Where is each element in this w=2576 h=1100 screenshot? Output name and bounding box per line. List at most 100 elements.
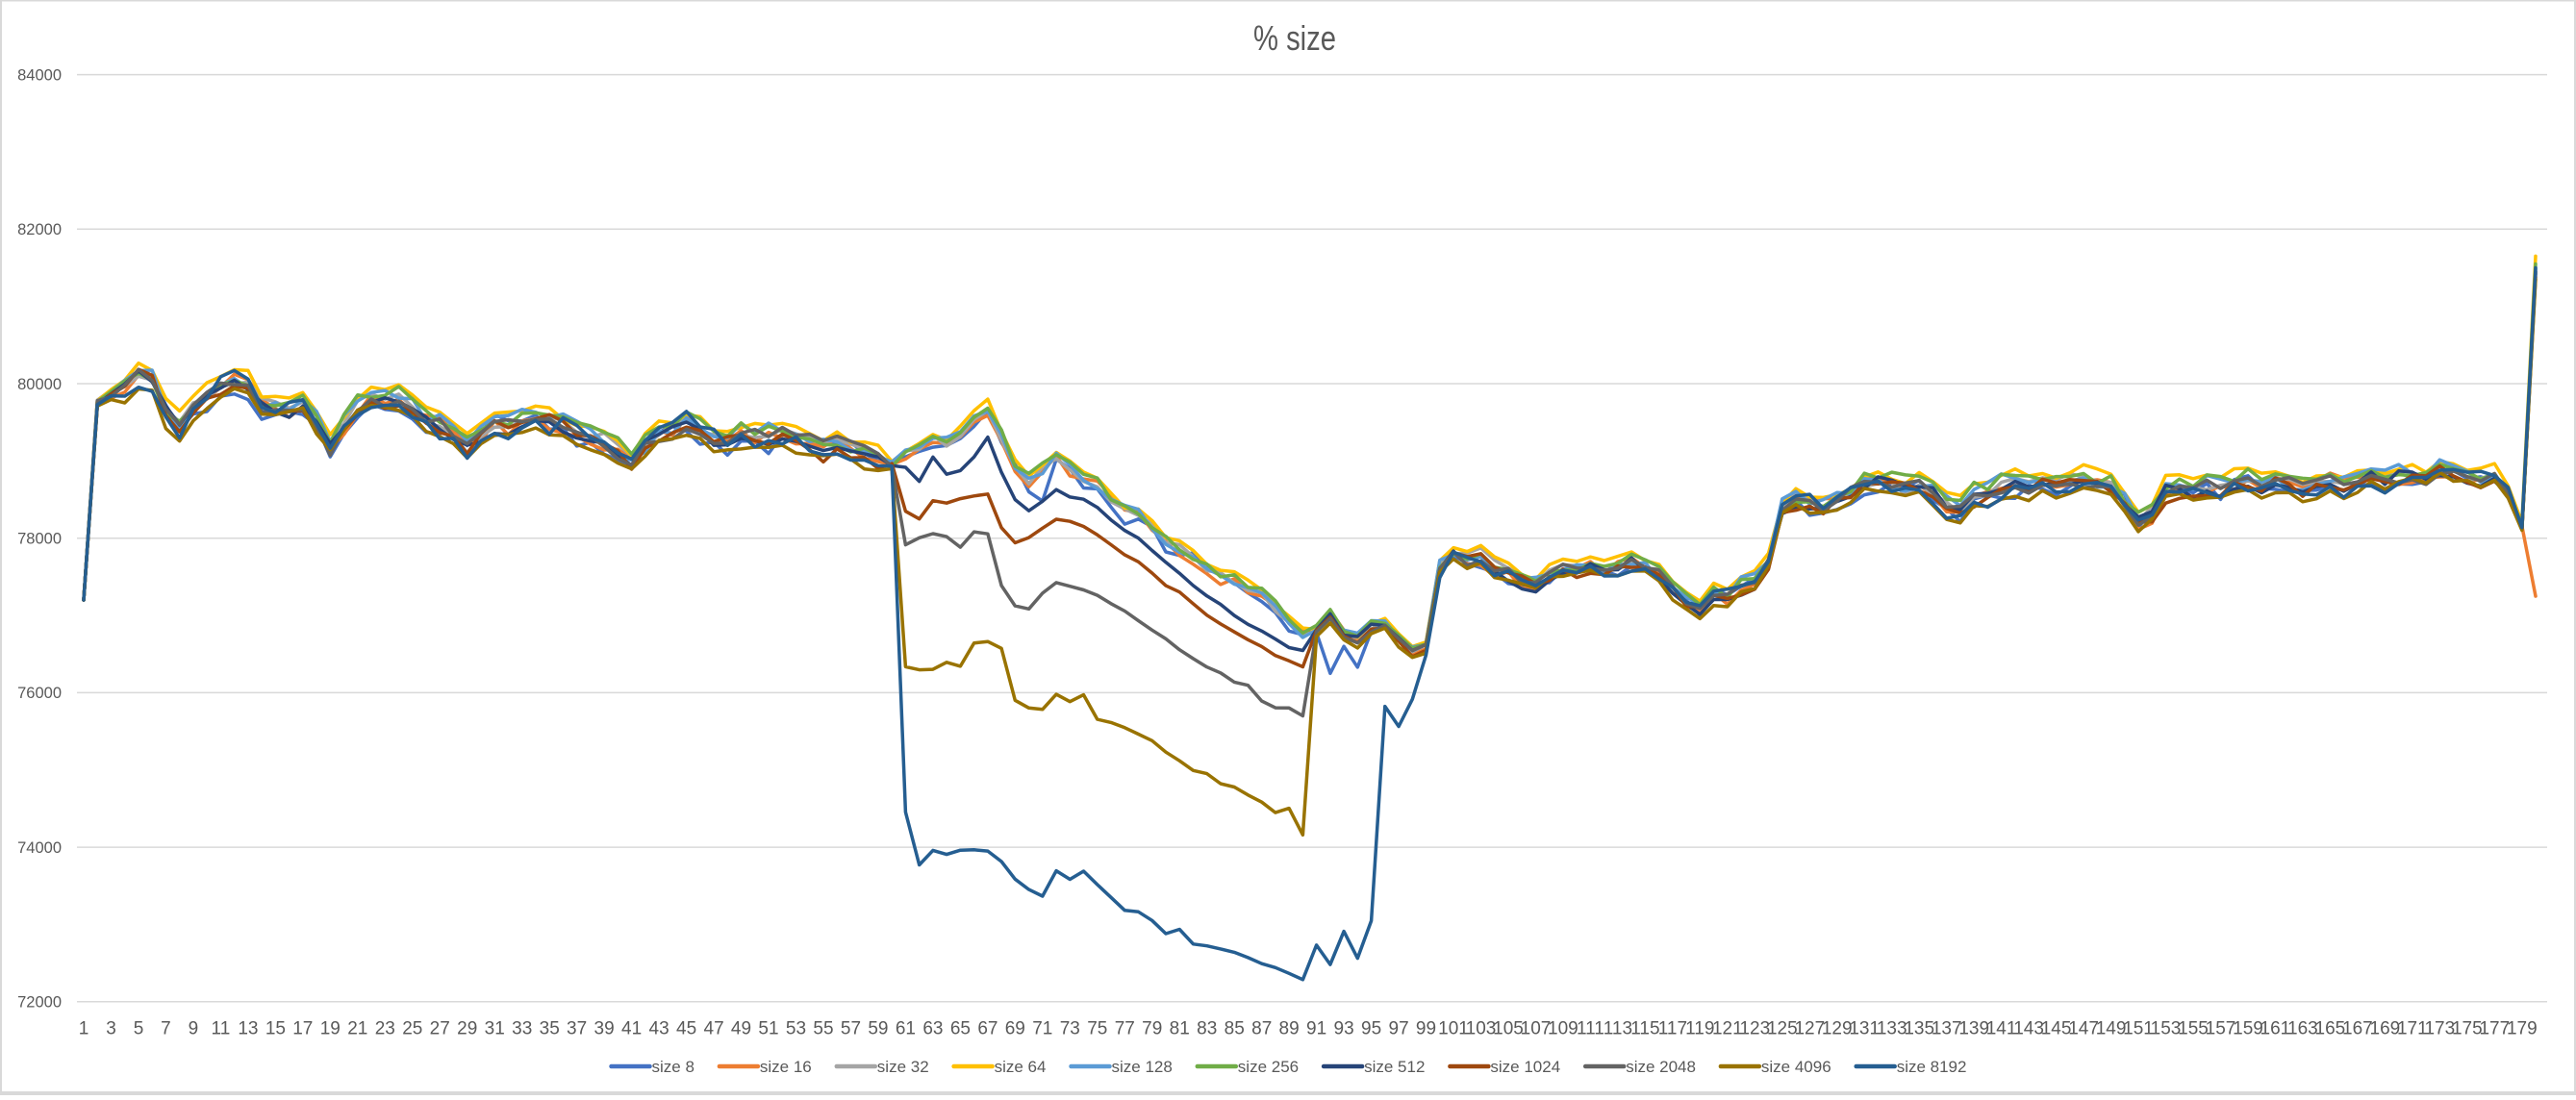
svg-text:21: 21 bbox=[347, 1019, 367, 1039]
svg-text:171: 171 bbox=[2397, 1019, 2428, 1039]
svg-text:43: 43 bbox=[649, 1019, 669, 1039]
svg-text:size 2048: size 2048 bbox=[1626, 1058, 1696, 1076]
svg-text:99: 99 bbox=[1416, 1019, 1436, 1039]
svg-text:87: 87 bbox=[1251, 1019, 1272, 1039]
svg-text:74000: 74000 bbox=[17, 839, 62, 857]
svg-text:69: 69 bbox=[1005, 1019, 1025, 1039]
svg-text:157: 157 bbox=[2206, 1019, 2236, 1039]
svg-text:127: 127 bbox=[1794, 1019, 1825, 1039]
svg-text:33: 33 bbox=[512, 1019, 532, 1039]
svg-text:27: 27 bbox=[430, 1019, 450, 1039]
svg-text:165: 165 bbox=[2315, 1019, 2346, 1039]
svg-text:size 512: size 512 bbox=[1364, 1058, 1425, 1076]
svg-text:size 1024: size 1024 bbox=[1490, 1058, 1560, 1076]
svg-text:83: 83 bbox=[1197, 1019, 1217, 1039]
svg-text:80000: 80000 bbox=[17, 376, 62, 393]
svg-text:61: 61 bbox=[896, 1019, 916, 1039]
svg-text:45: 45 bbox=[676, 1019, 696, 1039]
svg-text:19: 19 bbox=[320, 1019, 341, 1039]
svg-text:169: 169 bbox=[2370, 1019, 2401, 1039]
svg-text:111: 111 bbox=[1577, 1019, 1604, 1039]
svg-text:55: 55 bbox=[813, 1019, 833, 1039]
svg-text:153: 153 bbox=[2151, 1019, 2182, 1039]
svg-text:115: 115 bbox=[1630, 1019, 1659, 1039]
svg-text:77: 77 bbox=[1115, 1019, 1135, 1039]
svg-text:65: 65 bbox=[950, 1019, 971, 1039]
svg-text:71: 71 bbox=[1032, 1019, 1052, 1039]
svg-text:159: 159 bbox=[2233, 1019, 2263, 1039]
svg-text:57: 57 bbox=[841, 1019, 861, 1039]
svg-text:161: 161 bbox=[2260, 1019, 2291, 1039]
svg-text:size 32: size 32 bbox=[877, 1058, 929, 1076]
svg-text:109: 109 bbox=[1548, 1019, 1578, 1039]
svg-text:39: 39 bbox=[594, 1019, 615, 1039]
svg-text:37: 37 bbox=[567, 1019, 587, 1039]
svg-text:size 8: size 8 bbox=[652, 1058, 695, 1076]
svg-text:25: 25 bbox=[402, 1019, 422, 1039]
svg-text:91: 91 bbox=[1306, 1019, 1326, 1039]
svg-text:67: 67 bbox=[977, 1019, 998, 1039]
svg-text:179: 179 bbox=[2507, 1019, 2538, 1039]
svg-text:81: 81 bbox=[1170, 1019, 1190, 1039]
svg-text:41: 41 bbox=[621, 1019, 642, 1039]
svg-text:84000: 84000 bbox=[17, 66, 62, 84]
svg-text:17: 17 bbox=[292, 1019, 313, 1039]
svg-text:size 4096: size 4096 bbox=[1761, 1058, 1831, 1076]
svg-text:125: 125 bbox=[1767, 1019, 1798, 1039]
svg-text:173: 173 bbox=[2424, 1019, 2455, 1039]
svg-text:129: 129 bbox=[1822, 1019, 1853, 1039]
svg-text:size 256: size 256 bbox=[1238, 1058, 1299, 1076]
svg-text:141: 141 bbox=[1986, 1019, 2017, 1039]
svg-text:95: 95 bbox=[1361, 1019, 1381, 1039]
svg-text:size 8192: size 8192 bbox=[1897, 1058, 1967, 1076]
svg-text:143: 143 bbox=[2013, 1019, 2044, 1039]
svg-text:15: 15 bbox=[265, 1019, 286, 1039]
svg-text:89: 89 bbox=[1279, 1019, 1300, 1039]
svg-text:177: 177 bbox=[2479, 1019, 2510, 1039]
svg-text:51: 51 bbox=[758, 1019, 778, 1039]
svg-text:5: 5 bbox=[134, 1019, 144, 1039]
svg-text:167: 167 bbox=[2342, 1019, 2373, 1039]
svg-text:107: 107 bbox=[1521, 1019, 1552, 1039]
svg-text:113: 113 bbox=[1604, 1019, 1632, 1039]
svg-text:35: 35 bbox=[540, 1019, 560, 1039]
svg-text:72000: 72000 bbox=[17, 994, 62, 1012]
svg-text:175: 175 bbox=[2452, 1019, 2483, 1039]
svg-text:75: 75 bbox=[1087, 1019, 1107, 1039]
svg-text:163: 163 bbox=[2287, 1019, 2318, 1039]
svg-text:53: 53 bbox=[786, 1019, 806, 1039]
svg-text:137: 137 bbox=[1932, 1019, 1962, 1039]
svg-text:131: 131 bbox=[1849, 1019, 1880, 1039]
svg-text:7: 7 bbox=[161, 1019, 171, 1039]
svg-text:85: 85 bbox=[1225, 1019, 1245, 1039]
svg-text:3: 3 bbox=[106, 1019, 116, 1039]
svg-text:78000: 78000 bbox=[17, 531, 62, 548]
svg-text:117: 117 bbox=[1658, 1019, 1687, 1039]
svg-text:121: 121 bbox=[1712, 1019, 1743, 1039]
svg-text:63: 63 bbox=[922, 1019, 943, 1039]
svg-text:139: 139 bbox=[1958, 1019, 1989, 1039]
svg-text:105: 105 bbox=[1493, 1019, 1524, 1039]
svg-text:size 128: size 128 bbox=[1112, 1058, 1173, 1076]
svg-text:133: 133 bbox=[1877, 1019, 1907, 1039]
svg-text:93: 93 bbox=[1334, 1019, 1354, 1039]
svg-text:49: 49 bbox=[731, 1019, 751, 1039]
svg-text:13: 13 bbox=[238, 1019, 258, 1039]
svg-text:145: 145 bbox=[2041, 1019, 2072, 1039]
svg-text:% size: % size bbox=[1253, 18, 1336, 58]
svg-text:103: 103 bbox=[1466, 1019, 1497, 1039]
svg-text:135: 135 bbox=[1904, 1019, 1934, 1039]
svg-text:47: 47 bbox=[704, 1019, 724, 1039]
svg-text:1: 1 bbox=[79, 1019, 89, 1039]
svg-text:119: 119 bbox=[1685, 1019, 1714, 1039]
svg-text:23: 23 bbox=[375, 1019, 395, 1039]
svg-text:29: 29 bbox=[457, 1019, 477, 1039]
svg-text:97: 97 bbox=[1389, 1019, 1409, 1039]
svg-text:155: 155 bbox=[2178, 1019, 2209, 1039]
svg-text:9: 9 bbox=[189, 1019, 199, 1039]
svg-text:59: 59 bbox=[868, 1019, 888, 1039]
svg-text:82000: 82000 bbox=[17, 221, 62, 238]
svg-text:79: 79 bbox=[1142, 1019, 1162, 1039]
svg-text:123: 123 bbox=[1739, 1019, 1770, 1039]
svg-text:size 64: size 64 bbox=[995, 1058, 1047, 1076]
